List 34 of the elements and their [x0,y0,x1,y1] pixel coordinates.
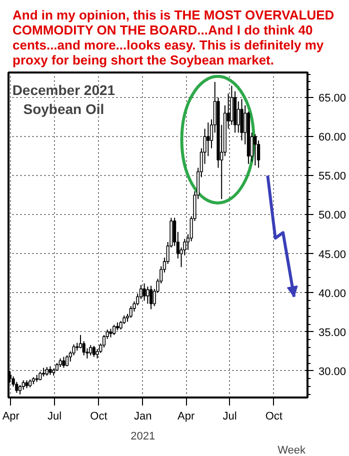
y-tick-label: 35.00 [318,326,346,339]
candlestick [112,324,116,336]
y-tick-label: 50.00 [318,210,346,222]
candlestick [149,285,153,310]
x-tick-label: Apr [178,410,195,422]
candlestick [18,384,22,395]
y-tick-label: 30.00 [318,366,346,378]
candlestick [66,354,69,367]
chart-title: And in my opinion, this is THE MOST OVERVALUED COMMODITY ON THE BOARD...And I do think 40 cents...and more...looks easy. This is definitely my proxy for being short the Soybean market. [12,8,334,68]
text: Week [278,444,306,456]
x-tick-label: Apr [2,410,20,422]
candlestick [89,344,92,356]
text: December 2021 Soybean Oil [12,82,116,118]
candlestick [146,286,150,304]
y-tick-label: 40.00 [318,288,346,300]
y-tick-label: 65.00 [318,92,346,104]
y-tick-label: 45.00 [318,248,346,261]
candlestick [78,334,82,349]
candlestick [62,356,66,368]
x-tick-label: Jul [48,410,62,422]
candlestick [206,122,210,157]
x-tick-label: Oct [90,410,108,422]
x-tick-label: Jan [134,410,152,422]
candlestick [22,380,25,390]
text: 2021 [130,430,156,442]
candlestick [254,134,257,166]
candlestick [129,306,132,318]
y-tick-label: 55.00 [318,170,346,183]
candlestick [236,100,240,134]
x-tick-label: Oct [265,410,282,422]
x-tick-label: Jul [222,410,237,422]
candlestick [142,282,146,302]
y-tick-label: 60.00 [318,132,346,144]
candlestick [92,345,96,358]
